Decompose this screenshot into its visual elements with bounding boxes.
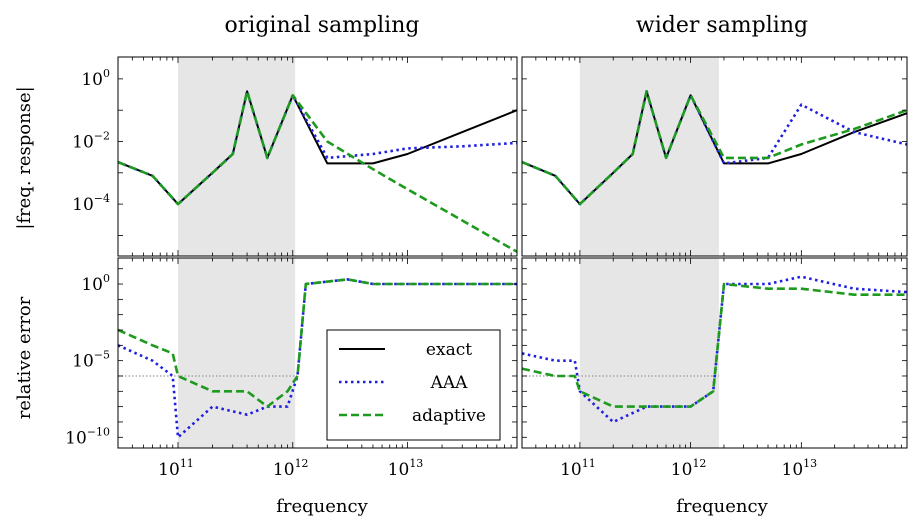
xlabel-right: frequency [676,496,768,517]
panel-3: 1011 1012 1013 [521,257,908,480]
x-tick-label: 1012 [273,457,309,480]
series-adaptive-line [118,90,517,253]
series-adaptive-line [118,278,517,408]
x-tick-label: 1013 [782,457,818,480]
series-group [118,90,517,253]
series-aaa-line [118,90,517,206]
y-tick-label: 100 [81,67,110,90]
panel-2: 100 10−5 10−10 1011 1012 1013 [65,257,518,480]
series-aaa-line [118,278,517,439]
y-tick-label: 10−2 [72,129,110,152]
ylabel-relative-error: relative error [14,296,35,419]
y-tick-label: 10−10 [65,425,110,448]
legend: exact AAA adaptive [326,329,501,441]
series-adaptive-line [522,90,907,206]
axes-frame [521,56,908,257]
axes-frame [117,56,518,257]
y-tick-label: 10−5 [72,349,110,372]
series-adaptive-line [522,282,907,408]
panel-1 [521,56,908,257]
panel-0: 100 10−2 10−4 [72,56,518,257]
axes-frame [117,257,518,449]
x-tick-label: 1011 [560,457,596,480]
x-tick-label: 1012 [671,457,707,480]
annotations: original sampling wider sampling |freq. … [14,13,808,517]
column-title-original: original sampling [225,13,420,38]
legend-label-adaptive: adaptive [412,406,486,426]
y-tick-label: 10−4 [72,192,110,215]
shaded-interval [178,258,296,448]
legend-label-exact: exact [426,340,472,360]
series-group [522,275,907,424]
x-tick-label: 1013 [388,457,424,480]
x-tick-label: 1011 [158,457,194,480]
series-group [522,90,907,206]
series-group [118,278,517,439]
ylabel-freq-response: |freq. response| [14,86,35,229]
column-title-wider: wider sampling [636,13,808,38]
y-tick-label: 100 [81,272,110,295]
shaded-interval [579,57,719,256]
shaded-interval [579,258,719,448]
axes-frame [521,257,908,449]
legend-label-AAA: AAA [430,373,469,393]
shaded-interval [178,57,296,256]
xlabel-left: frequency [276,496,368,517]
